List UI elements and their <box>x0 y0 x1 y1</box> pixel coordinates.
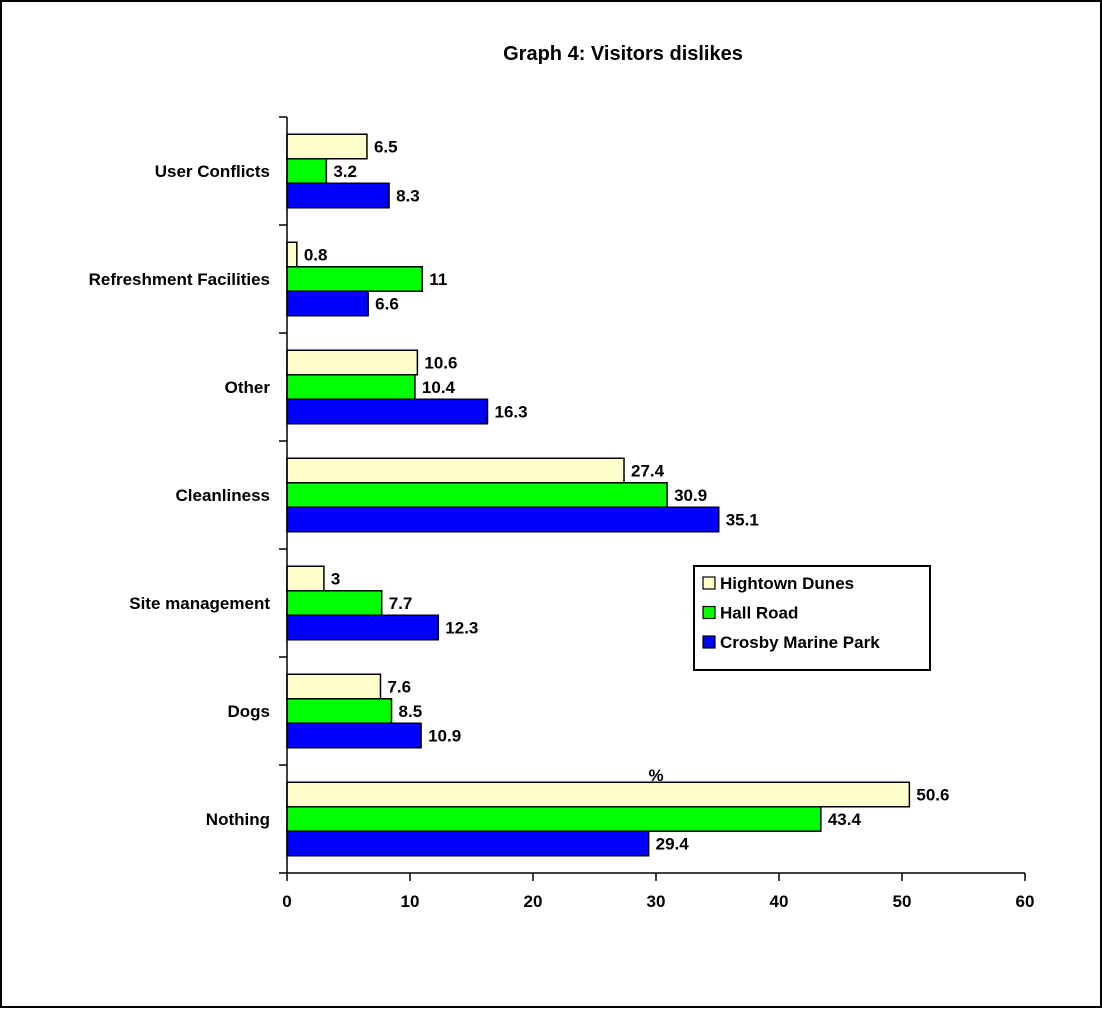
data-label: 10.9 <box>428 727 461 746</box>
bar <box>286 457 625 484</box>
category-label: User Conflicts <box>155 162 270 181</box>
x-tick-label: 60 <box>1016 892 1035 911</box>
x-tick-label: 0 <box>282 892 291 911</box>
legend-swatch <box>702 635 716 649</box>
bar <box>286 290 369 317</box>
data-label: 29.4 <box>656 835 690 854</box>
x-axis-title: % <box>648 766 663 785</box>
bar <box>286 374 416 400</box>
legend-label: Crosby Marine Park <box>720 633 880 652</box>
data-label: 6.5 <box>374 138 398 157</box>
bar <box>286 182 390 209</box>
data-label: 11 <box>429 270 447 289</box>
bar <box>286 590 383 616</box>
data-label: 16.3 <box>494 403 527 422</box>
data-label: 6.6 <box>375 295 399 314</box>
legend: Hightown Dunes Hall Road Crosby Marine Par… <box>693 565 931 671</box>
bar <box>286 482 668 508</box>
category-labels: User Conflicts Refreshment Facilities Othe… <box>89 162 271 829</box>
data-label: 3.2 <box>333 162 357 181</box>
data-label: 3 <box>331 570 340 589</box>
bar <box>286 398 489 425</box>
data-label: 12.3 <box>445 619 478 638</box>
bar <box>286 565 325 592</box>
category-label: Site management <box>129 594 270 613</box>
legend-label: Hightown Dunes <box>720 574 854 593</box>
category-label: Other <box>225 378 271 397</box>
category-label: Cleanliness <box>176 486 271 505</box>
x-tick-label: 40 <box>770 892 789 911</box>
x-tick-label: 50 <box>893 892 912 911</box>
legend-swatch <box>702 605 716 620</box>
category-label: Nothing <box>206 810 270 829</box>
bar <box>286 698 393 724</box>
data-label: 27.4 <box>631 462 665 481</box>
bar <box>286 614 440 641</box>
bar <box>286 506 720 533</box>
chart-title: Graph 4: Visitors dislikes <box>503 43 743 65</box>
x-tick-labels: 0 10 20 30 40 50 60 <box>282 892 1034 911</box>
x-tick-label: 30 <box>647 892 666 911</box>
axes <box>279 116 1026 881</box>
data-label: 8.3 <box>396 187 420 206</box>
bar <box>286 266 424 292</box>
data-label: 8.5 <box>399 702 423 721</box>
data-label: 7.6 <box>387 678 411 697</box>
bar <box>286 673 382 700</box>
bar <box>286 830 650 857</box>
data-label: 43.4 <box>828 810 862 829</box>
x-tick-label: 20 <box>524 892 543 911</box>
data-label: 0.8 <box>304 246 328 265</box>
bar <box>286 241 298 268</box>
bar <box>286 133 368 160</box>
category-label: Dogs <box>228 702 271 721</box>
x-tick-label: 10 <box>401 892 420 911</box>
bar <box>286 722 422 749</box>
legend-swatch <box>702 576 716 590</box>
bar <box>286 349 419 376</box>
data-label: 50.6 <box>916 786 949 805</box>
data-label: 10.4 <box>422 378 456 397</box>
bar <box>286 781 911 808</box>
data-label: 7.7 <box>389 594 413 613</box>
bar <box>286 158 328 184</box>
value-labels: 6.5 3.2 8.3 0.8 11 6.6 10.6 10.4 16.3 27.4 30.9 35.… <box>304 138 950 854</box>
legend-label: Hall Road <box>720 604 798 623</box>
data-label: 10.6 <box>424 354 457 373</box>
data-label: 35.1 <box>726 511 759 530</box>
category-label: Refreshment Facilities <box>89 270 270 289</box>
data-label: 30.9 <box>674 486 707 505</box>
legend-box <box>693 565 931 671</box>
bar <box>286 806 822 832</box>
